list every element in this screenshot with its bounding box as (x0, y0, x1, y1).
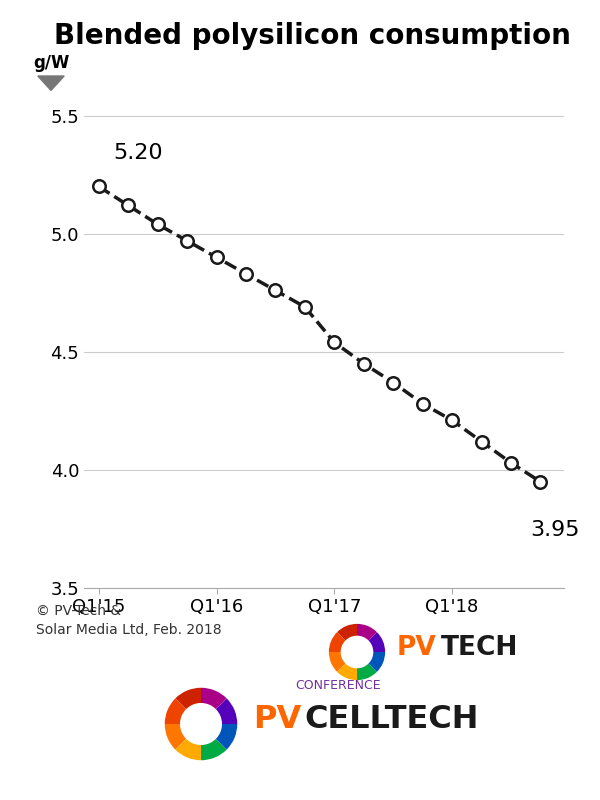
Text: PV: PV (396, 635, 436, 661)
Wedge shape (175, 688, 201, 709)
Text: CELLTECH: CELLTECH (304, 705, 479, 735)
Text: g/W: g/W (33, 54, 69, 72)
Wedge shape (329, 652, 346, 672)
Text: 3.95: 3.95 (530, 519, 580, 539)
Text: TECH: TECH (441, 635, 518, 661)
Wedge shape (337, 624, 357, 641)
Wedge shape (329, 632, 346, 652)
Text: CONFERENCE: CONFERENCE (295, 679, 381, 692)
Wedge shape (201, 688, 227, 709)
Text: Blended polysilicon consumption: Blended polysilicon consumption (53, 22, 571, 50)
Wedge shape (357, 624, 377, 641)
Wedge shape (165, 724, 186, 750)
Text: 5.20: 5.20 (113, 143, 163, 163)
Wedge shape (216, 698, 237, 724)
Text: PV: PV (253, 705, 301, 735)
Wedge shape (165, 698, 186, 724)
Wedge shape (337, 663, 357, 680)
Text: © PV-Tech &
Solar Media Ltd, Feb. 2018: © PV-Tech & Solar Media Ltd, Feb. 2018 (36, 604, 221, 638)
Wedge shape (201, 739, 227, 760)
Wedge shape (368, 632, 385, 652)
Wedge shape (357, 663, 377, 680)
Wedge shape (216, 724, 237, 750)
Wedge shape (175, 739, 201, 760)
Wedge shape (368, 652, 385, 672)
